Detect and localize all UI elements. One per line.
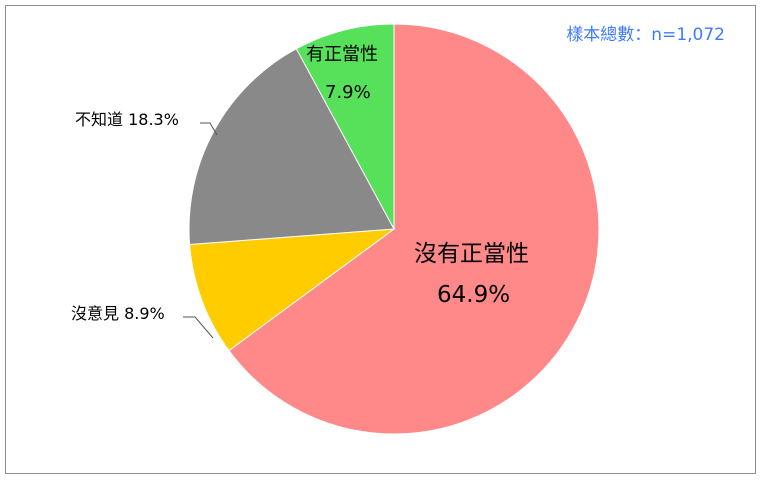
leader-line-no-opinion	[183, 316, 214, 339]
dont-know-label: 不知道	[75, 110, 124, 129]
slice-label-dont-know: 不知道 18.3%	[75, 106, 179, 130]
chart-frame	[5, 5, 756, 474]
no-opinion-value: 8.9%	[124, 304, 165, 323]
leader-line-dont-know	[200, 122, 218, 136]
slice-label-legitimacy: 有正當性	[306, 44, 378, 65]
slice-label-no-opinion: 沒意見 8.9%	[71, 300, 165, 324]
sample-size-annotation: 樣本總數：n=1,072	[566, 25, 725, 45]
pie-slice-1	[189, 228, 396, 352]
slice-value-no-legitimacy: 64.9%	[437, 282, 511, 308]
slice-label-no-legitimacy: 沒有正當性	[414, 241, 529, 267]
no-opinion-label: 沒意見	[71, 304, 120, 323]
dont-know-value: 18.3%	[128, 110, 179, 129]
pie-slice-0	[228, 23, 600, 435]
slice-value-legitimacy: 7.9%	[325, 82, 371, 103]
pie-slice-3	[295, 23, 395, 230]
